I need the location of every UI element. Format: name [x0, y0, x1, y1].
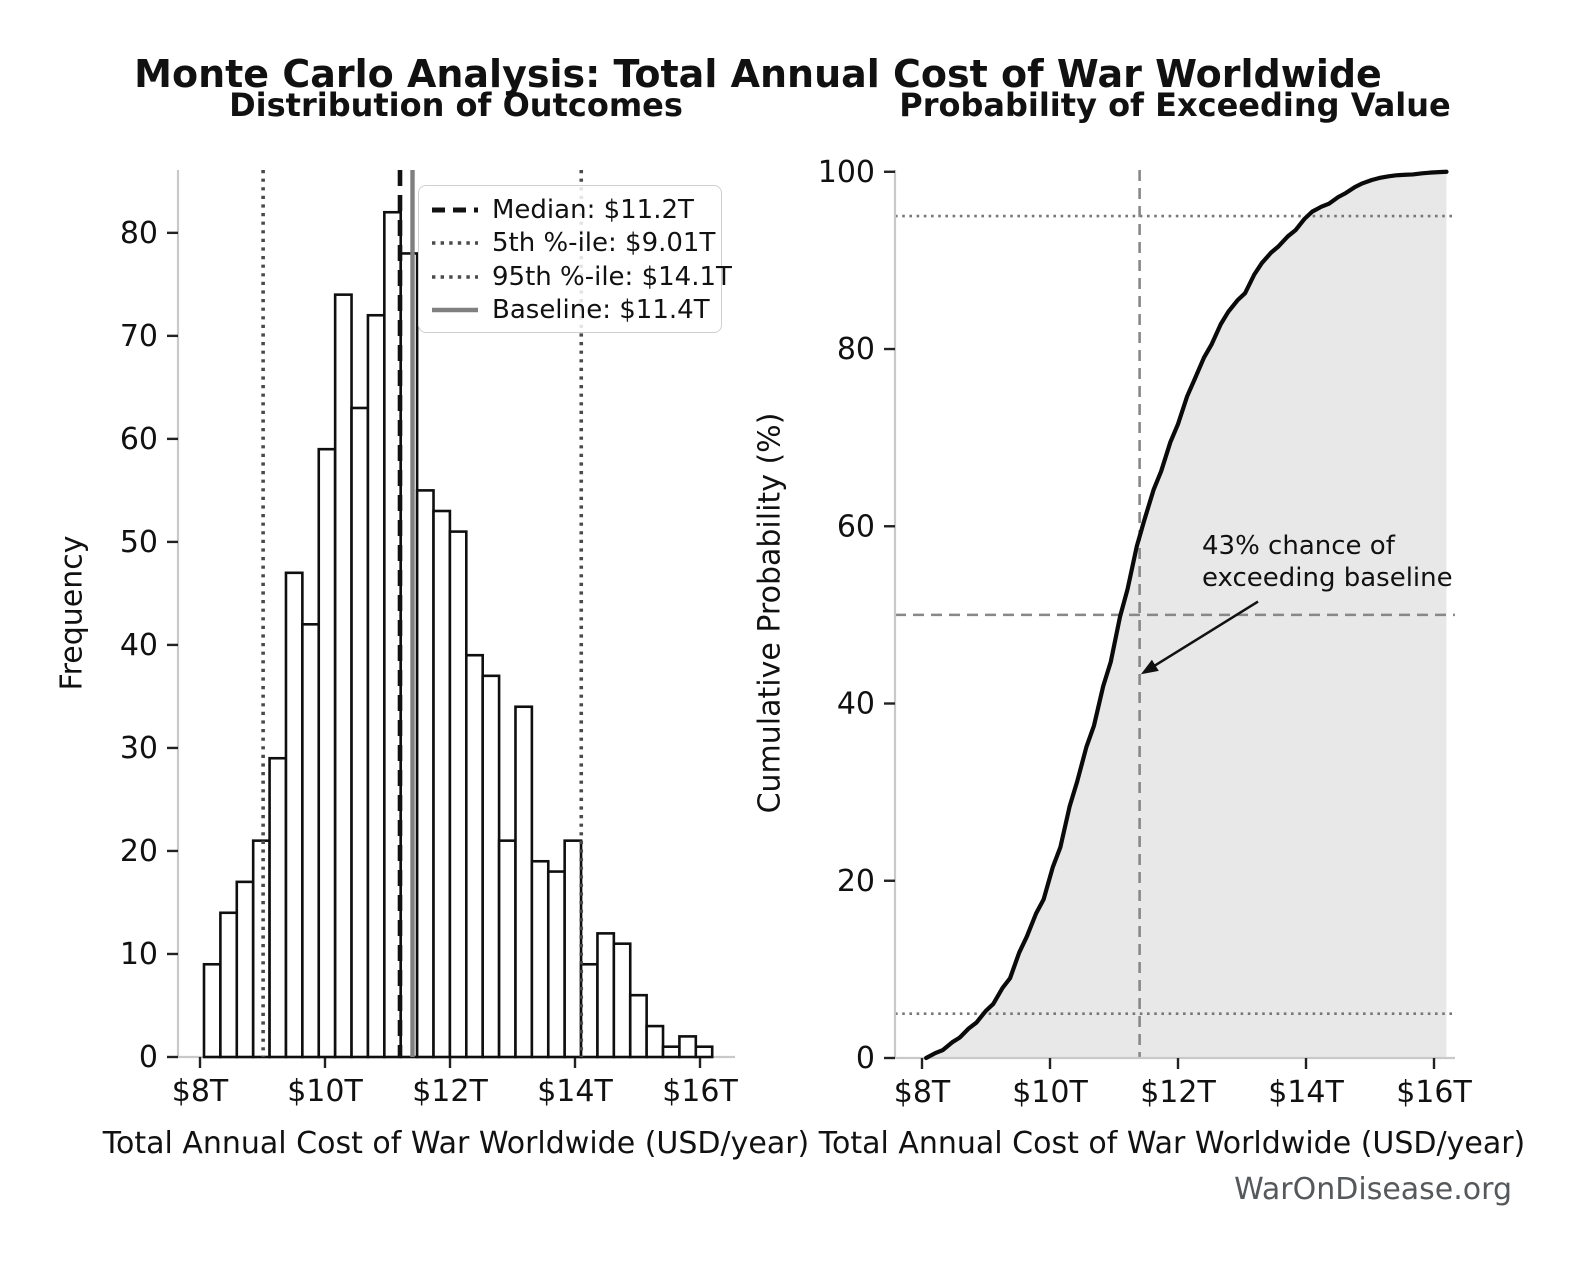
legend-dotted-line-sample: [432, 274, 478, 279]
histogram-y-tick-label: 40: [120, 628, 158, 663]
histogram-legend: Median: $11.2T 5th %-ile: $9.01T 95th %-il…: [418, 185, 732, 333]
cdf-y-tick-label: 0: [856, 1041, 875, 1076]
figure-title: Monte Carlo Analysis: Total Annual Cost …: [134, 52, 1382, 96]
histogram-bar: [301, 623, 321, 1059]
legend-item-p95: 95th %-ile: $14.1T: [431, 260, 732, 294]
histogram-bar: [514, 705, 534, 1059]
histogram-x-tick-label: $8T: [172, 1074, 229, 1109]
annotation-arrow-head: [1140, 659, 1159, 675]
annotation-arrow-shaft: [1150, 600, 1259, 670]
legend-item-median: Median: $11.2T: [431, 193, 721, 227]
histogram-bar: [628, 993, 648, 1059]
histogram-y-tick-label: 20: [120, 834, 158, 869]
legend-dotted-line-sample: [432, 241, 478, 246]
cdf-title: Probability of Exceeding Value: [899, 86, 1451, 124]
histogram-x-tick-label: $16T: [662, 1074, 738, 1109]
cdf-annotation-line2: exceeding baseline: [1202, 563, 1453, 594]
legend-item-baseline: Baseline: $11.4T: [431, 294, 721, 328]
histogram-bar: [530, 859, 550, 1059]
legend-dashed-line-sample: [432, 207, 478, 213]
histogram-x-tick-label: $14T: [537, 1074, 613, 1109]
cdf-y-tick-label: 60: [837, 509, 875, 544]
histogram-bar: [661, 1045, 681, 1059]
histogram-bar: [284, 571, 304, 1059]
histogram-bar: [612, 942, 632, 1059]
histogram-x-axis-label: Total Annual Cost of War Worldwide (USD/…: [102, 1126, 810, 1161]
cdf-y-tick-label: 40: [837, 687, 875, 722]
histogram-bar: [317, 447, 337, 1059]
cdf-x-tick-label: $16T: [1396, 1075, 1472, 1110]
histogram-y-axis-label: Frequency: [54, 535, 90, 691]
histogram-bar: [432, 509, 452, 1059]
histogram-bar: [497, 839, 517, 1059]
cdf-annotation: 43% chance of exceeding baseline: [1202, 530, 1453, 594]
cdf-y-tick-label: 20: [837, 864, 875, 899]
cdf-x-tick-label: $14T: [1268, 1075, 1344, 1110]
histogram-x-tick-label: $12T: [412, 1074, 488, 1109]
cdf-y-axis-label: Cumulative Probability (%): [752, 412, 788, 814]
histogram-bar: [202, 962, 222, 1059]
legend-label: Baseline: $11.4T: [492, 295, 710, 326]
histogram-y-tick-label: 0: [139, 1040, 158, 1075]
histogram-bar: [596, 932, 616, 1059]
cdf-x-axis-label: Total Annual Cost of War Worldwide (USD/…: [818, 1126, 1526, 1161]
histogram-y-tick-label: 60: [120, 422, 158, 457]
cdf-x-tick-label: $10T: [1012, 1075, 1088, 1110]
cdf-y-tick-label: 100: [818, 155, 875, 190]
histogram-bar: [415, 489, 435, 1059]
histogram-y-tick-label: 30: [120, 731, 158, 766]
histogram-bar: [448, 530, 468, 1059]
histogram-bar: [366, 313, 386, 1059]
histogram-bar: [219, 911, 239, 1059]
legend-solid-line-sample: [432, 308, 478, 313]
cdf-x-tick-label: $8T: [894, 1075, 951, 1110]
cdf-curve: [924, 169, 1449, 1061]
histogram-bar: [268, 756, 288, 1059]
histogram-bar: [678, 1035, 698, 1059]
legend-label: 95th %-ile: $14.1T: [492, 261, 732, 292]
histogram-bar: [563, 839, 583, 1059]
legend-item-p5: 5th %-ile: $9.01T: [431, 227, 721, 261]
histogram-y-tick-label: 10: [120, 937, 158, 972]
histogram-bar: [546, 870, 566, 1059]
histogram-y-tick-label: 50: [120, 525, 158, 560]
source-credit: WarOnDisease.org: [1234, 1172, 1512, 1207]
histogram-x-tick-label: $10T: [287, 1074, 363, 1109]
cdf-x-tick-label: $12T: [1140, 1075, 1216, 1110]
legend-label: Median: $11.2T: [492, 194, 694, 225]
histogram-bar: [645, 1024, 665, 1059]
cdf-y-tick-label: 80: [837, 332, 875, 367]
histogram-bar: [579, 962, 599, 1059]
histogram-bar: [350, 406, 370, 1059]
histogram-title: Distribution of Outcomes: [229, 86, 683, 124]
legend-label: 5th %-ile: $9.01T: [492, 228, 716, 259]
histogram-bar: [481, 674, 501, 1059]
histogram-bar: [333, 293, 353, 1059]
histogram-y-tick-label: 80: [120, 216, 158, 251]
histogram-bar: [694, 1045, 714, 1059]
cdf-annotation-line1: 43% chance of: [1202, 531, 1395, 561]
histogram-bar: [464, 653, 484, 1059]
histogram-y-tick-label: 70: [120, 319, 158, 354]
histogram-bar: [235, 880, 255, 1059]
